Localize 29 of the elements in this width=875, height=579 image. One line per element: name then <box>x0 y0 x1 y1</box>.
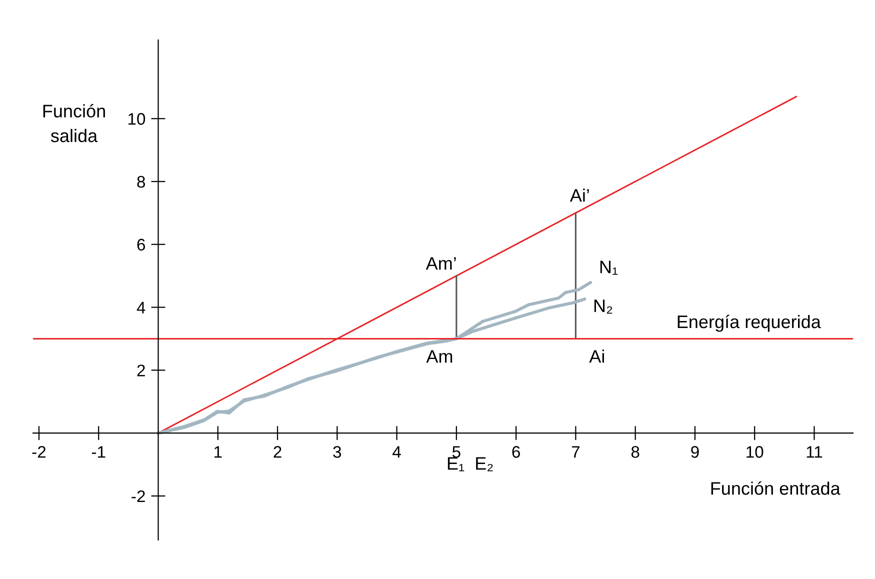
x-tick-label: 10 <box>746 446 764 458</box>
y-tick-label: 6 <box>137 238 146 251</box>
x-axis-title: Función entrada <box>711 481 840 495</box>
annotation: Am’ <box>426 257 456 270</box>
x-tick-label: 2 <box>274 446 282 458</box>
x-tick-label: 3 <box>333 446 342 458</box>
y-tick-label: 2 <box>137 364 145 376</box>
x-tick-label: 8 <box>631 446 640 458</box>
y-tick-label: -2 <box>132 490 145 502</box>
x-tick-label: 9 <box>691 446 699 458</box>
y-tick-label: 8 <box>137 176 146 188</box>
x-tick-label: 7 <box>572 446 580 458</box>
annotation: Ai’ <box>570 188 589 202</box>
annotation: Ai <box>589 350 604 363</box>
annotation: Am <box>426 350 452 363</box>
series-label: N₂ <box>594 300 612 314</box>
y-axis-title: Función salida <box>43 104 105 142</box>
x-tick-label: 1 <box>214 446 222 458</box>
series-label: N₁ <box>600 260 618 275</box>
y-tick-label: 4 <box>136 302 146 314</box>
x-tick-label: -1 <box>92 446 106 458</box>
x-tick-label: 4 <box>392 446 401 458</box>
x-tick-label: 11 <box>806 446 822 458</box>
x-tick-label: -2 <box>32 446 46 458</box>
x-tick-label: 6 <box>512 446 520 458</box>
y-tick-label: 10 <box>128 113 146 125</box>
x-tick-label: 5 <box>452 446 460 458</box>
ref-line-label: Energía requerida <box>678 314 821 332</box>
annotation: E₁ E₂ <box>448 457 493 472</box>
